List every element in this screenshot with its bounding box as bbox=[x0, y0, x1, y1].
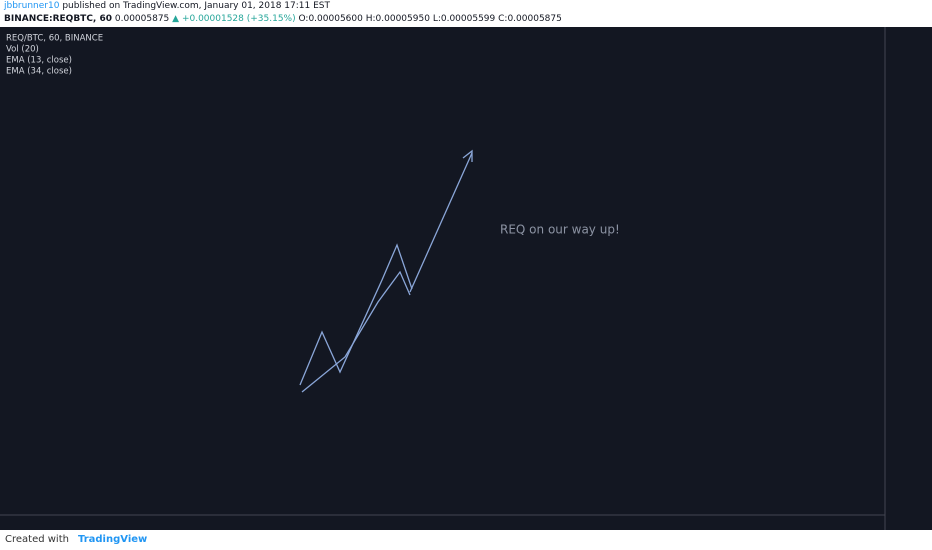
brand[interactable]: TradingView bbox=[78, 534, 148, 545]
annotation: REQ on our way up! bbox=[500, 223, 620, 237]
chart: REQ on our way up! REQ/BTC, 60, BINANCE … bbox=[0, 27, 932, 530]
legend: REQ/BTC, 60, BINANCE Vol (20) EMA (13, c… bbox=[6, 34, 103, 77]
ohlc-low: L:0.00005599 bbox=[432, 14, 496, 24]
change: ▲ +0.00001528 (+35.15%) bbox=[172, 14, 296, 24]
publisher[interactable]: jbbrunner10 bbox=[4, 1, 60, 11]
symbol: BINANCE:REQBTC, 60 bbox=[4, 14, 112, 24]
footer: Created with TradingView bbox=[0, 530, 932, 550]
last: 0.00005875 bbox=[114, 14, 170, 24]
legend-item: EMA (34, close) bbox=[6, 67, 72, 77]
pattern-line bbox=[301, 270, 411, 393]
chart-background bbox=[0, 27, 932, 530]
pattern-line bbox=[299, 243, 413, 386]
published: published on TradingView.com, January 01… bbox=[62, 1, 330, 11]
drawings bbox=[299, 149, 473, 393]
legend-item: Vol (20) bbox=[6, 45, 39, 55]
ohlc-close: C:0.00005875 bbox=[498, 14, 562, 24]
arrow-head bbox=[462, 149, 473, 162]
symbol-line: BINANCE:REQBTC, 60 0.00005875 ▲ +0.00001… bbox=[4, 14, 562, 24]
ohlc-open: O:0.00005600 bbox=[298, 14, 363, 24]
legend-item: REQ/BTC, 60, BINANCE bbox=[6, 34, 103, 44]
header-line: jbbrunner10 published on TradingView.com… bbox=[4, 1, 330, 11]
ohlc-high: H:0.00005950 bbox=[365, 14, 430, 24]
header: jbbrunner10 published on TradingView.com… bbox=[0, 0, 932, 27]
arrow-line bbox=[409, 152, 473, 293]
legend-item: EMA (13, close) bbox=[6, 56, 72, 66]
created-with: Created with bbox=[5, 534, 69, 545]
